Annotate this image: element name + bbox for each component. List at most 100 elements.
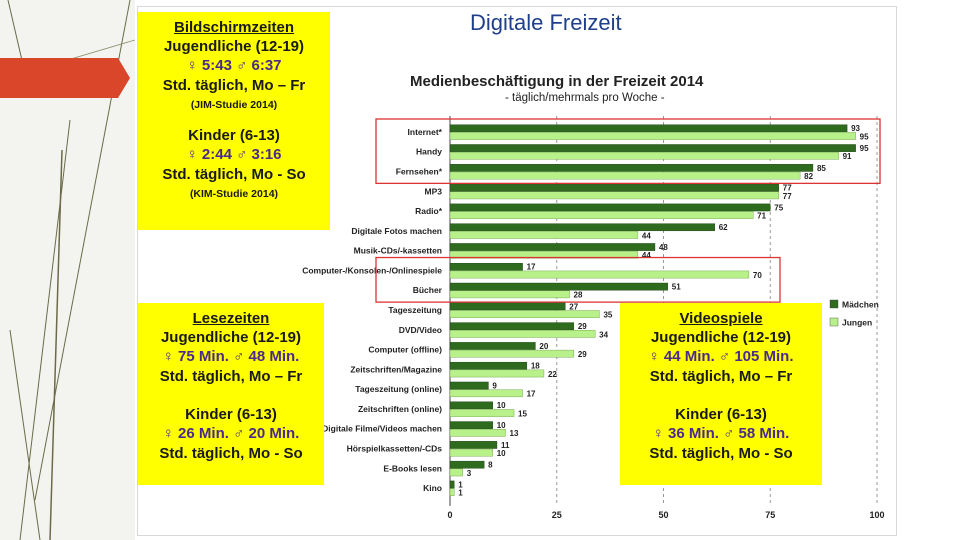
data-label-jungen: 77 — [783, 192, 792, 201]
data-label-jungen: 70 — [753, 271, 762, 280]
data-label-jungen: 10 — [497, 449, 506, 458]
category-label: Musik-CDs/-kassetten — [354, 246, 442, 256]
bar-maedchen — [449, 322, 575, 330]
data-label-jungen: 3 — [467, 469, 472, 478]
category-label: Computer (offline) — [368, 345, 442, 355]
bar-jungen — [449, 250, 639, 259]
data-label-jungen: 13 — [510, 429, 519, 438]
screen-time-teen-freq: Std. täglich, Mo – Fr — [162, 77, 306, 94]
data-label-jungen: 95 — [860, 132, 869, 141]
x-tick-label: 25 — [552, 510, 562, 520]
bar-jungen — [449, 448, 493, 457]
data-label-jungen: 29 — [578, 350, 587, 359]
bar-jungen — [449, 468, 464, 477]
x-tick-label: 75 — [765, 510, 775, 520]
data-label-maedchen: 29 — [578, 322, 587, 331]
data-label-maedchen: 11 — [501, 441, 510, 450]
screen-time-kids-label: Kinder (6-13) — [188, 127, 280, 144]
chart-title: Medienbeschäftigung in der Freizeit 2014 — [410, 73, 704, 90]
category-label: Hörspielkassetten/-CDs — [347, 444, 443, 454]
category-label: Fernsehen* — [396, 166, 443, 176]
x-tick-label: 50 — [658, 510, 668, 520]
category-label: Handy — [416, 147, 442, 157]
bar-maedchen — [449, 124, 848, 133]
video-games-kids-label: Kinder (6-13) — [675, 406, 767, 423]
category-label: Tageszeitung — [388, 305, 442, 315]
red-arrow-banner — [0, 58, 130, 98]
screen-time-teen-source: (JIM-Studie 2014) — [190, 99, 278, 111]
decorative-sidebar — [0, 0, 135, 540]
data-label-jungen: 1 — [458, 489, 463, 498]
data-label-maedchen: 95 — [860, 144, 869, 153]
data-label-maedchen: 9 — [492, 381, 497, 390]
data-label-maedchen: 20 — [539, 342, 548, 351]
category-label: Digitale Fotos machen — [351, 226, 442, 236]
data-label-jungen: 35 — [603, 311, 612, 320]
video-games-teen-label: Jugendliche (12-19) — [650, 329, 792, 346]
data-label-maedchen: 85 — [817, 164, 826, 173]
bar-jungen — [449, 270, 750, 279]
bar-jungen — [449, 409, 515, 417]
data-label-jungen: 82 — [804, 172, 813, 181]
bar-maedchen — [449, 460, 485, 469]
category-label: E-Books lesen — [383, 463, 442, 473]
category-label: Kino — [423, 483, 442, 493]
category-label: Computer-/Konsolen-/Onlinespiele — [302, 265, 442, 275]
bar-maedchen — [449, 243, 656, 251]
reading-time-kids-label: Kinder (6-13) — [185, 406, 277, 423]
chart-subtitle: - täglich/mehrmals pro Woche - — [505, 92, 665, 104]
bar-maedchen — [449, 263, 523, 271]
data-label-maedchen: 1 — [458, 480, 463, 489]
data-label-maedchen: 48 — [659, 243, 668, 252]
data-label-maedchen: 17 — [527, 263, 536, 272]
data-label-jungen: 44 — [642, 231, 651, 240]
data-label-jungen: 44 — [642, 251, 651, 260]
bar-jungen — [449, 231, 639, 239]
video-games-title: Videospiele — [679, 310, 763, 327]
legend-swatch — [829, 299, 839, 309]
video-games-kids-times: ♀ 36 Min. ♂ 58 Min. — [652, 425, 790, 442]
category-label: Internet* — [408, 127, 443, 137]
x-tick-label: 0 — [447, 510, 452, 520]
bar-maedchen — [449, 342, 536, 350]
reading-time-box: Lesezeiten Jugendliche (12-19) ♀ 75 Min.… — [138, 303, 324, 485]
screen-time-kids-freq: Std. täglich, Mo - So — [162, 166, 306, 183]
data-label-maedchen: 10 — [497, 401, 506, 410]
data-label-maedchen: 8 — [488, 461, 493, 470]
data-label-maedchen: 77 — [783, 184, 792, 193]
bar-jungen — [449, 290, 570, 299]
bar-jungen — [449, 349, 575, 358]
reading-time-teen-times: ♀ 75 Min. ♂ 48 Min. — [162, 348, 300, 365]
bar-jungen — [449, 488, 455, 497]
bar-maedchen — [449, 282, 668, 291]
bar-jungen — [449, 389, 523, 398]
bar-maedchen — [449, 441, 498, 449]
reading-time-kids-times: ♀ 26 Min. ♂ 20 Min. — [162, 425, 300, 442]
category-label: Zeitschriften (online) — [358, 404, 442, 414]
category-label: Radio* — [415, 206, 443, 216]
data-label-maedchen: 62 — [719, 223, 728, 232]
video-games-box: Videospiele Jugendliche (12-19) ♀ 44 Min… — [620, 303, 822, 485]
data-label-jungen: 28 — [574, 291, 583, 300]
bar-maedchen — [449, 361, 528, 370]
category-label: DVD/Video — [399, 325, 442, 335]
bar-jungen — [449, 171, 801, 180]
reading-time-kids-freq: Std. täglich, Mo - So — [159, 445, 303, 462]
bar-jungen — [449, 369, 545, 378]
data-label-maedchen: 27 — [569, 302, 578, 311]
screen-time-kids-source: (KIM-Studie 2014) — [189, 188, 279, 200]
category-label: MP3 — [425, 186, 443, 196]
data-label-jungen: 91 — [843, 152, 852, 161]
data-label-maedchen: 51 — [672, 283, 681, 292]
data-label-maedchen: 75 — [774, 203, 783, 212]
bar-jungen — [449, 132, 856, 140]
category-label: Bücher — [413, 285, 443, 295]
bar-maedchen — [449, 302, 566, 311]
legend-label: Jungen — [842, 318, 872, 328]
bar-maedchen — [449, 480, 455, 489]
category-label: Tageszeitung (online) — [355, 384, 442, 394]
data-label-jungen: 71 — [757, 212, 766, 221]
bar-maedchen — [449, 183, 779, 192]
bar-maedchen — [449, 381, 489, 390]
